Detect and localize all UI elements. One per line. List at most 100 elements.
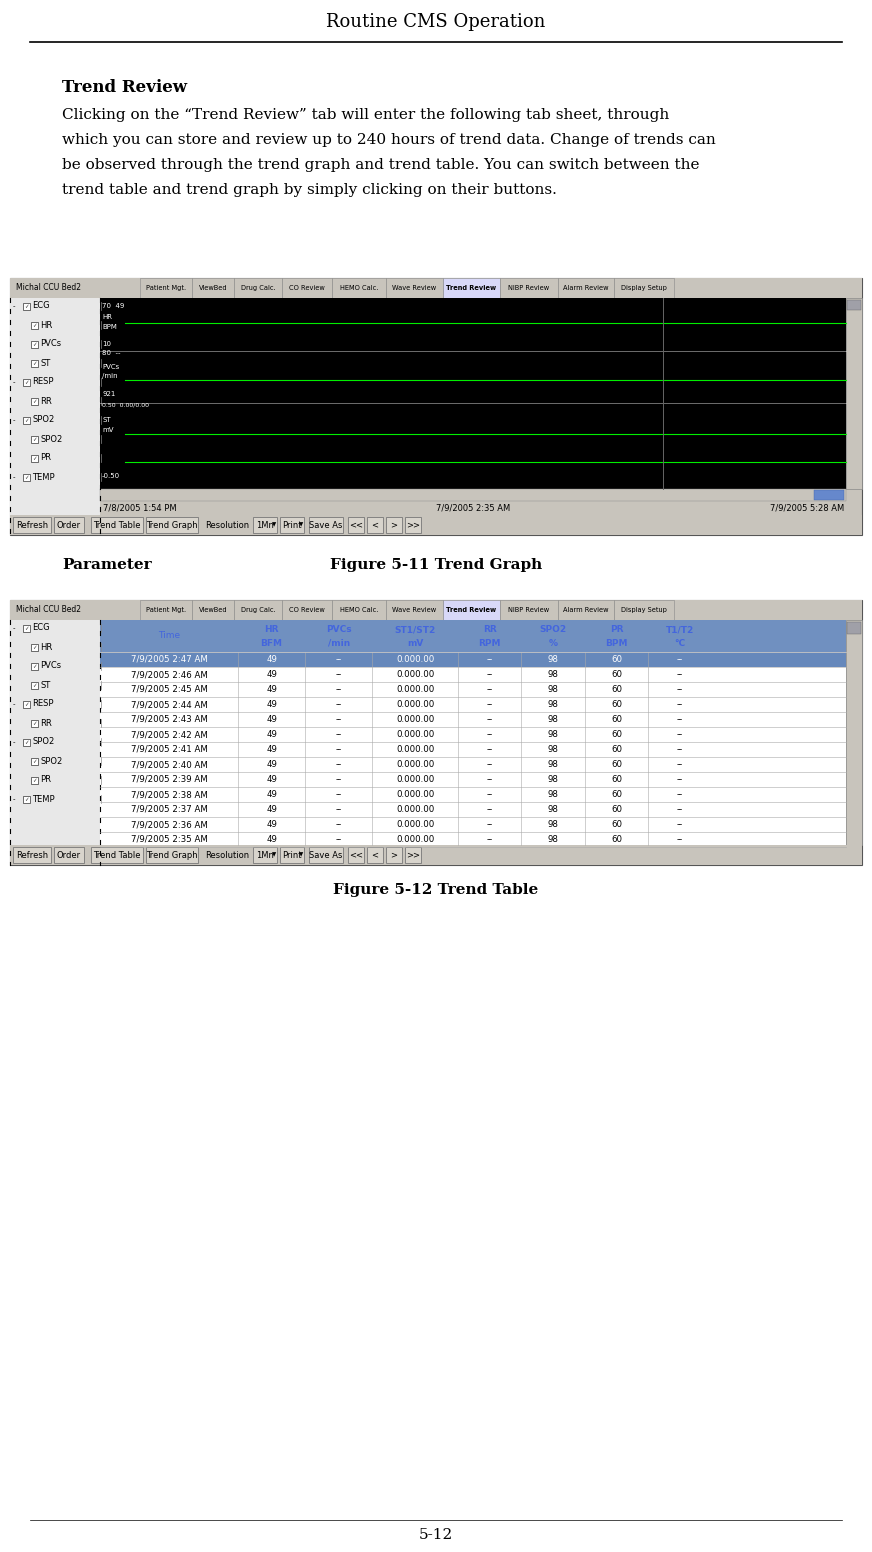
Text: RESP: RESP [32,700,53,709]
Text: 1Mn: 1Mn [256,850,274,860]
Text: ✓: ✓ [24,380,29,385]
Bar [31,644,38,650]
Bar [140,601,192,619]
Text: 49: 49 [266,805,277,813]
Text: 0.000.00: 0.000.00 [396,790,434,799]
Text: ✓: ✓ [32,683,37,688]
Text: PVCs: PVCs [326,625,351,635]
Text: Alarm Review: Alarm Review [563,286,609,292]
Bar [846,298,862,489]
Text: 98: 98 [548,835,559,844]
Text: -: - [13,473,16,480]
Bar [54,847,84,863]
Text: ViewBed: ViewBed [199,286,228,292]
Text: ViewBed: ViewBed [199,607,228,613]
Text: Trend Review: Trend Review [446,607,496,613]
Text: -0.50: -0.50 [102,473,120,478]
Text: 60: 60 [611,790,622,799]
Text: 7/9/2005 2:38 AM: 7/9/2005 2:38 AM [131,790,208,799]
Text: ✓: ✓ [24,417,29,424]
Bar [332,278,386,298]
Text: Refresh: Refresh [16,520,48,529]
Text: 60: 60 [611,715,622,723]
Text: 60: 60 [611,655,622,664]
Text: 0.000.00: 0.000.00 [396,760,434,768]
Text: ✓: ✓ [24,798,29,802]
Bar [10,515,862,535]
Text: RR: RR [40,396,51,405]
Text: 60: 60 [611,700,622,709]
Text: Wave Review: Wave Review [392,286,437,292]
Text: ✓: ✓ [24,740,29,745]
Text: 7/9/2005 2:44 AM: 7/9/2005 2:44 AM [131,700,208,709]
Text: --: -- [677,684,683,694]
Text: ✓: ✓ [24,475,29,480]
Bar [23,473,30,481]
Text: --: -- [336,835,342,844]
Text: Save As: Save As [310,520,343,529]
Text: HR: HR [264,625,279,635]
Bar [192,601,234,619]
Text: Trend Table: Trend Table [93,520,140,529]
Text: 60: 60 [611,835,622,844]
Text: Clicking on the “Trend Review” tab will enter the following tab sheet, through: Clicking on the “Trend Review” tab will … [62,109,669,123]
Text: --: -- [487,805,493,813]
Bar [54,517,84,532]
Text: --: -- [487,655,493,664]
Text: --: -- [336,700,342,709]
Text: 7/8/2005 1:54 PM: 7/8/2005 1:54 PM [103,503,177,512]
Text: mV: mV [102,427,113,433]
Text: T1/T2: T1/T2 [666,625,694,635]
Bar [386,517,402,532]
Text: 49: 49 [266,774,277,784]
Text: ECG: ECG [32,624,50,633]
Bar [348,847,364,863]
Text: Display Setup: Display Setup [621,286,667,292]
Text: 49: 49 [266,835,277,844]
Bar [386,847,402,863]
Text: -: - [13,625,16,632]
Text: --: -- [336,819,342,829]
Text: SPO2: SPO2 [40,435,62,444]
Text: ✓: ✓ [24,625,29,632]
Bar [332,601,386,619]
Text: SPO2: SPO2 [540,625,567,635]
Text: 7/9/2005 2:45 AM: 7/9/2005 2:45 AM [131,684,208,694]
Bar [309,847,343,863]
Text: 921: 921 [102,391,115,396]
Bar [31,663,38,670]
Text: --: -- [677,670,683,680]
Bar [91,847,143,863]
Text: 49: 49 [266,700,277,709]
Text: Alarm Review: Alarm Review [563,607,609,613]
Bar [405,847,421,863]
Text: HEMO Calc.: HEMO Calc. [340,286,378,292]
Text: >>: >> [406,850,420,860]
Text: 60: 60 [611,760,622,768]
Text: Refresh: Refresh [16,850,48,860]
Text: 7/9/2005 2:46 AM: 7/9/2005 2:46 AM [131,670,208,680]
Text: /min: /min [328,638,350,647]
Text: --: -- [336,805,342,813]
Text: 49: 49 [266,655,277,664]
Text: 10: 10 [102,341,111,346]
Bar [10,844,862,864]
Text: --: -- [677,655,683,664]
Text: Michal CCU Bed2: Michal CCU Bed2 [16,284,81,292]
Text: Figure 5-11 Trend Graph: Figure 5-11 Trend Graph [330,559,542,573]
Text: 7/9/2005 2:43 AM: 7/9/2005 2:43 AM [131,715,208,723]
Text: °C: °C [674,638,685,647]
Bar [31,720,38,726]
Bar [100,489,846,501]
Text: 1Mn: 1Mn [256,520,274,529]
Text: 98: 98 [548,700,559,709]
Text: HR: HR [102,314,112,320]
Text: trend table and trend graph by simply clicking on their buttons.: trend table and trend graph by simply cl… [62,183,557,197]
Text: mV: mV [407,638,424,647]
Text: TEMP: TEMP [32,472,55,481]
Bar [10,601,862,864]
Bar [500,601,558,619]
Text: >: > [391,850,398,860]
Text: HR: HR [40,321,52,329]
Text: --: -- [487,745,493,754]
